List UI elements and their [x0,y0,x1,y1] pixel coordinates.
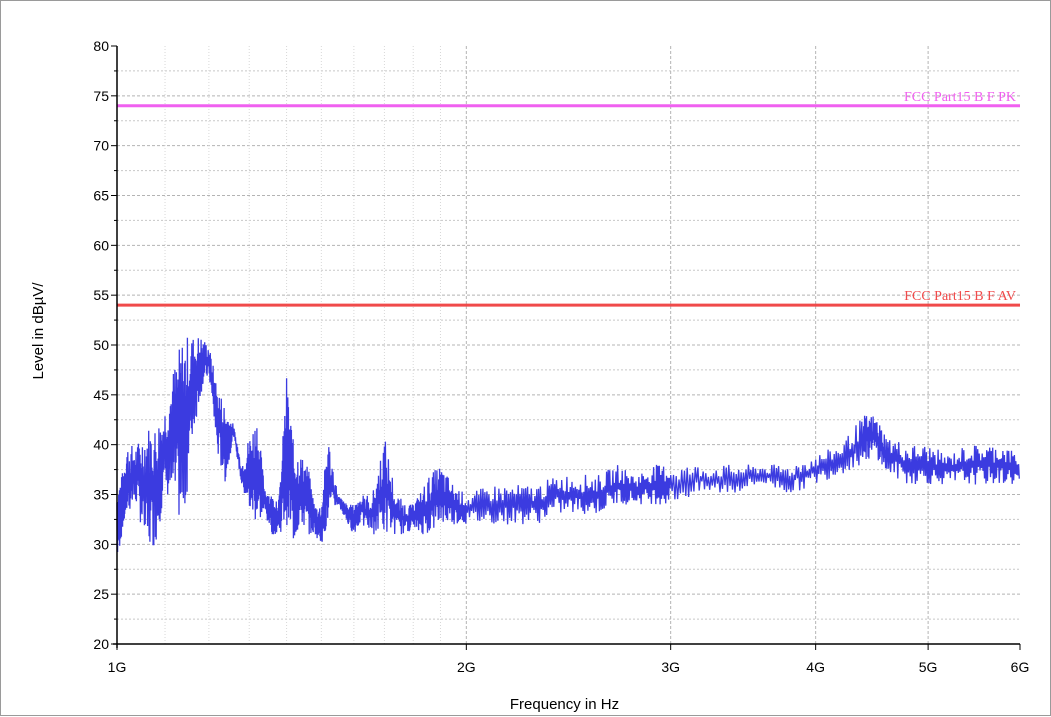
limit-line-label: FCC Part15 B F PK [904,90,1016,105]
y-tick-label: 60 [93,237,109,253]
y-tick-label: 45 [93,387,109,403]
x-tick-label: 5G [919,659,938,675]
y-tick-label: 25 [93,586,109,602]
limit-line-label: FCC Part15 B F AV [904,289,1016,304]
y-tick-label: 20 [93,636,109,652]
x-tick-label: 6G [1011,659,1030,675]
y-tick-label: 75 [93,88,109,104]
x-tick-label: 4G [806,659,825,675]
series-line [116,337,1020,553]
x-tick-label: 3G [661,659,680,675]
y-tick-label: 50 [93,337,109,353]
x-axis-title: Frequency in Hz [510,696,619,713]
x-tick-label: 1G [108,659,127,675]
y-tick-label: 40 [93,437,109,453]
y-tick-label: 30 [93,536,109,552]
y-axis-title: Level in dBµV/ [30,282,47,380]
y-tick-label: 70 [93,138,109,154]
y-tick-label: 55 [93,287,109,303]
y-tick-label: 35 [93,487,109,503]
x-tick-label: 2G [457,659,476,675]
y-tick-label: 65 [93,188,109,204]
y-tick-label: 80 [93,38,109,54]
